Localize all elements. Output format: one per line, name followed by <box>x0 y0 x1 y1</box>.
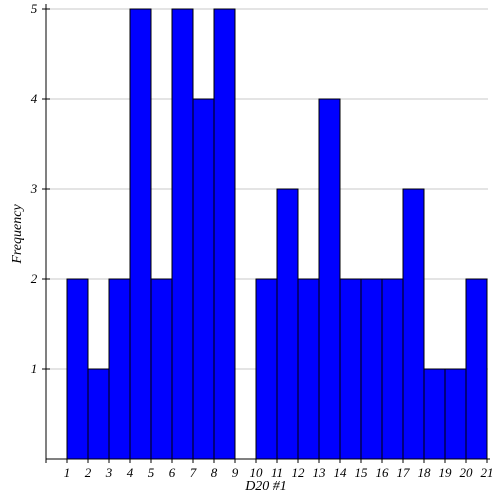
x-tick-label-14: 14 <box>334 465 348 480</box>
y-tick-label-2: 2 <box>31 271 38 286</box>
bar-1-2 <box>66 278 89 460</box>
bar-8-9 <box>213 8 236 460</box>
bar-13-14 <box>318 98 341 460</box>
x-tick-label-11: 11 <box>271 465 283 480</box>
y-tick-label-5: 5 <box>31 1 38 16</box>
bar-5-6 <box>150 278 173 460</box>
y-tick-label-3: 3 <box>30 181 38 196</box>
x-tick-label-20: 20 <box>460 465 474 480</box>
x-tick-label-19: 19 <box>439 465 453 480</box>
x-tick-label-2: 2 <box>85 465 92 480</box>
y-tick-label-1: 1 <box>31 361 38 376</box>
bars <box>66 8 488 460</box>
bar-20-21 <box>465 278 488 460</box>
x-tick-label-18: 18 <box>418 465 432 480</box>
bar-7-8 <box>192 98 215 460</box>
bar-19-20 <box>444 368 467 460</box>
bar-6-7 <box>171 8 194 460</box>
y-axis-label: Frequency <box>10 204 25 265</box>
x-tick-label-16: 16 <box>376 465 390 480</box>
x-tick-label-9: 9 <box>232 465 239 480</box>
bar-18-19 <box>423 368 446 460</box>
x-tick-label-15: 15 <box>355 465 369 480</box>
x-tick-label-13: 13 <box>313 465 327 480</box>
x-tick-label-21: 21 <box>481 465 494 480</box>
x-tick-label-17: 17 <box>397 465 411 480</box>
x-tick-label-8: 8 <box>211 465 218 480</box>
bar-15-16 <box>360 278 383 460</box>
bar-17-18 <box>402 188 425 460</box>
axes <box>42 4 490 463</box>
bar-10-11 <box>255 278 278 460</box>
bar-12-13 <box>297 278 320 460</box>
x-tick-label-1: 1 <box>64 465 71 480</box>
bar-4-5 <box>129 8 152 460</box>
x-tick-label-12: 12 <box>292 465 306 480</box>
x-tick-label-10: 10 <box>250 465 264 480</box>
bar-14-15 <box>339 278 362 460</box>
bar-11-12 <box>276 188 299 460</box>
y-tick-label-4: 4 <box>31 91 38 106</box>
x-tick-label-4: 4 <box>127 465 134 480</box>
x-tick-label-7: 7 <box>190 465 197 480</box>
bar-3-4 <box>108 278 131 460</box>
bar-2-3 <box>87 368 110 460</box>
x-tick-label-3: 3 <box>105 465 113 480</box>
x-tick-label-6: 6 <box>169 465 176 480</box>
x-axis-label: D20 #1 <box>244 479 287 492</box>
bar-16-17 <box>381 278 404 460</box>
x-tick-label-5: 5 <box>148 465 155 480</box>
